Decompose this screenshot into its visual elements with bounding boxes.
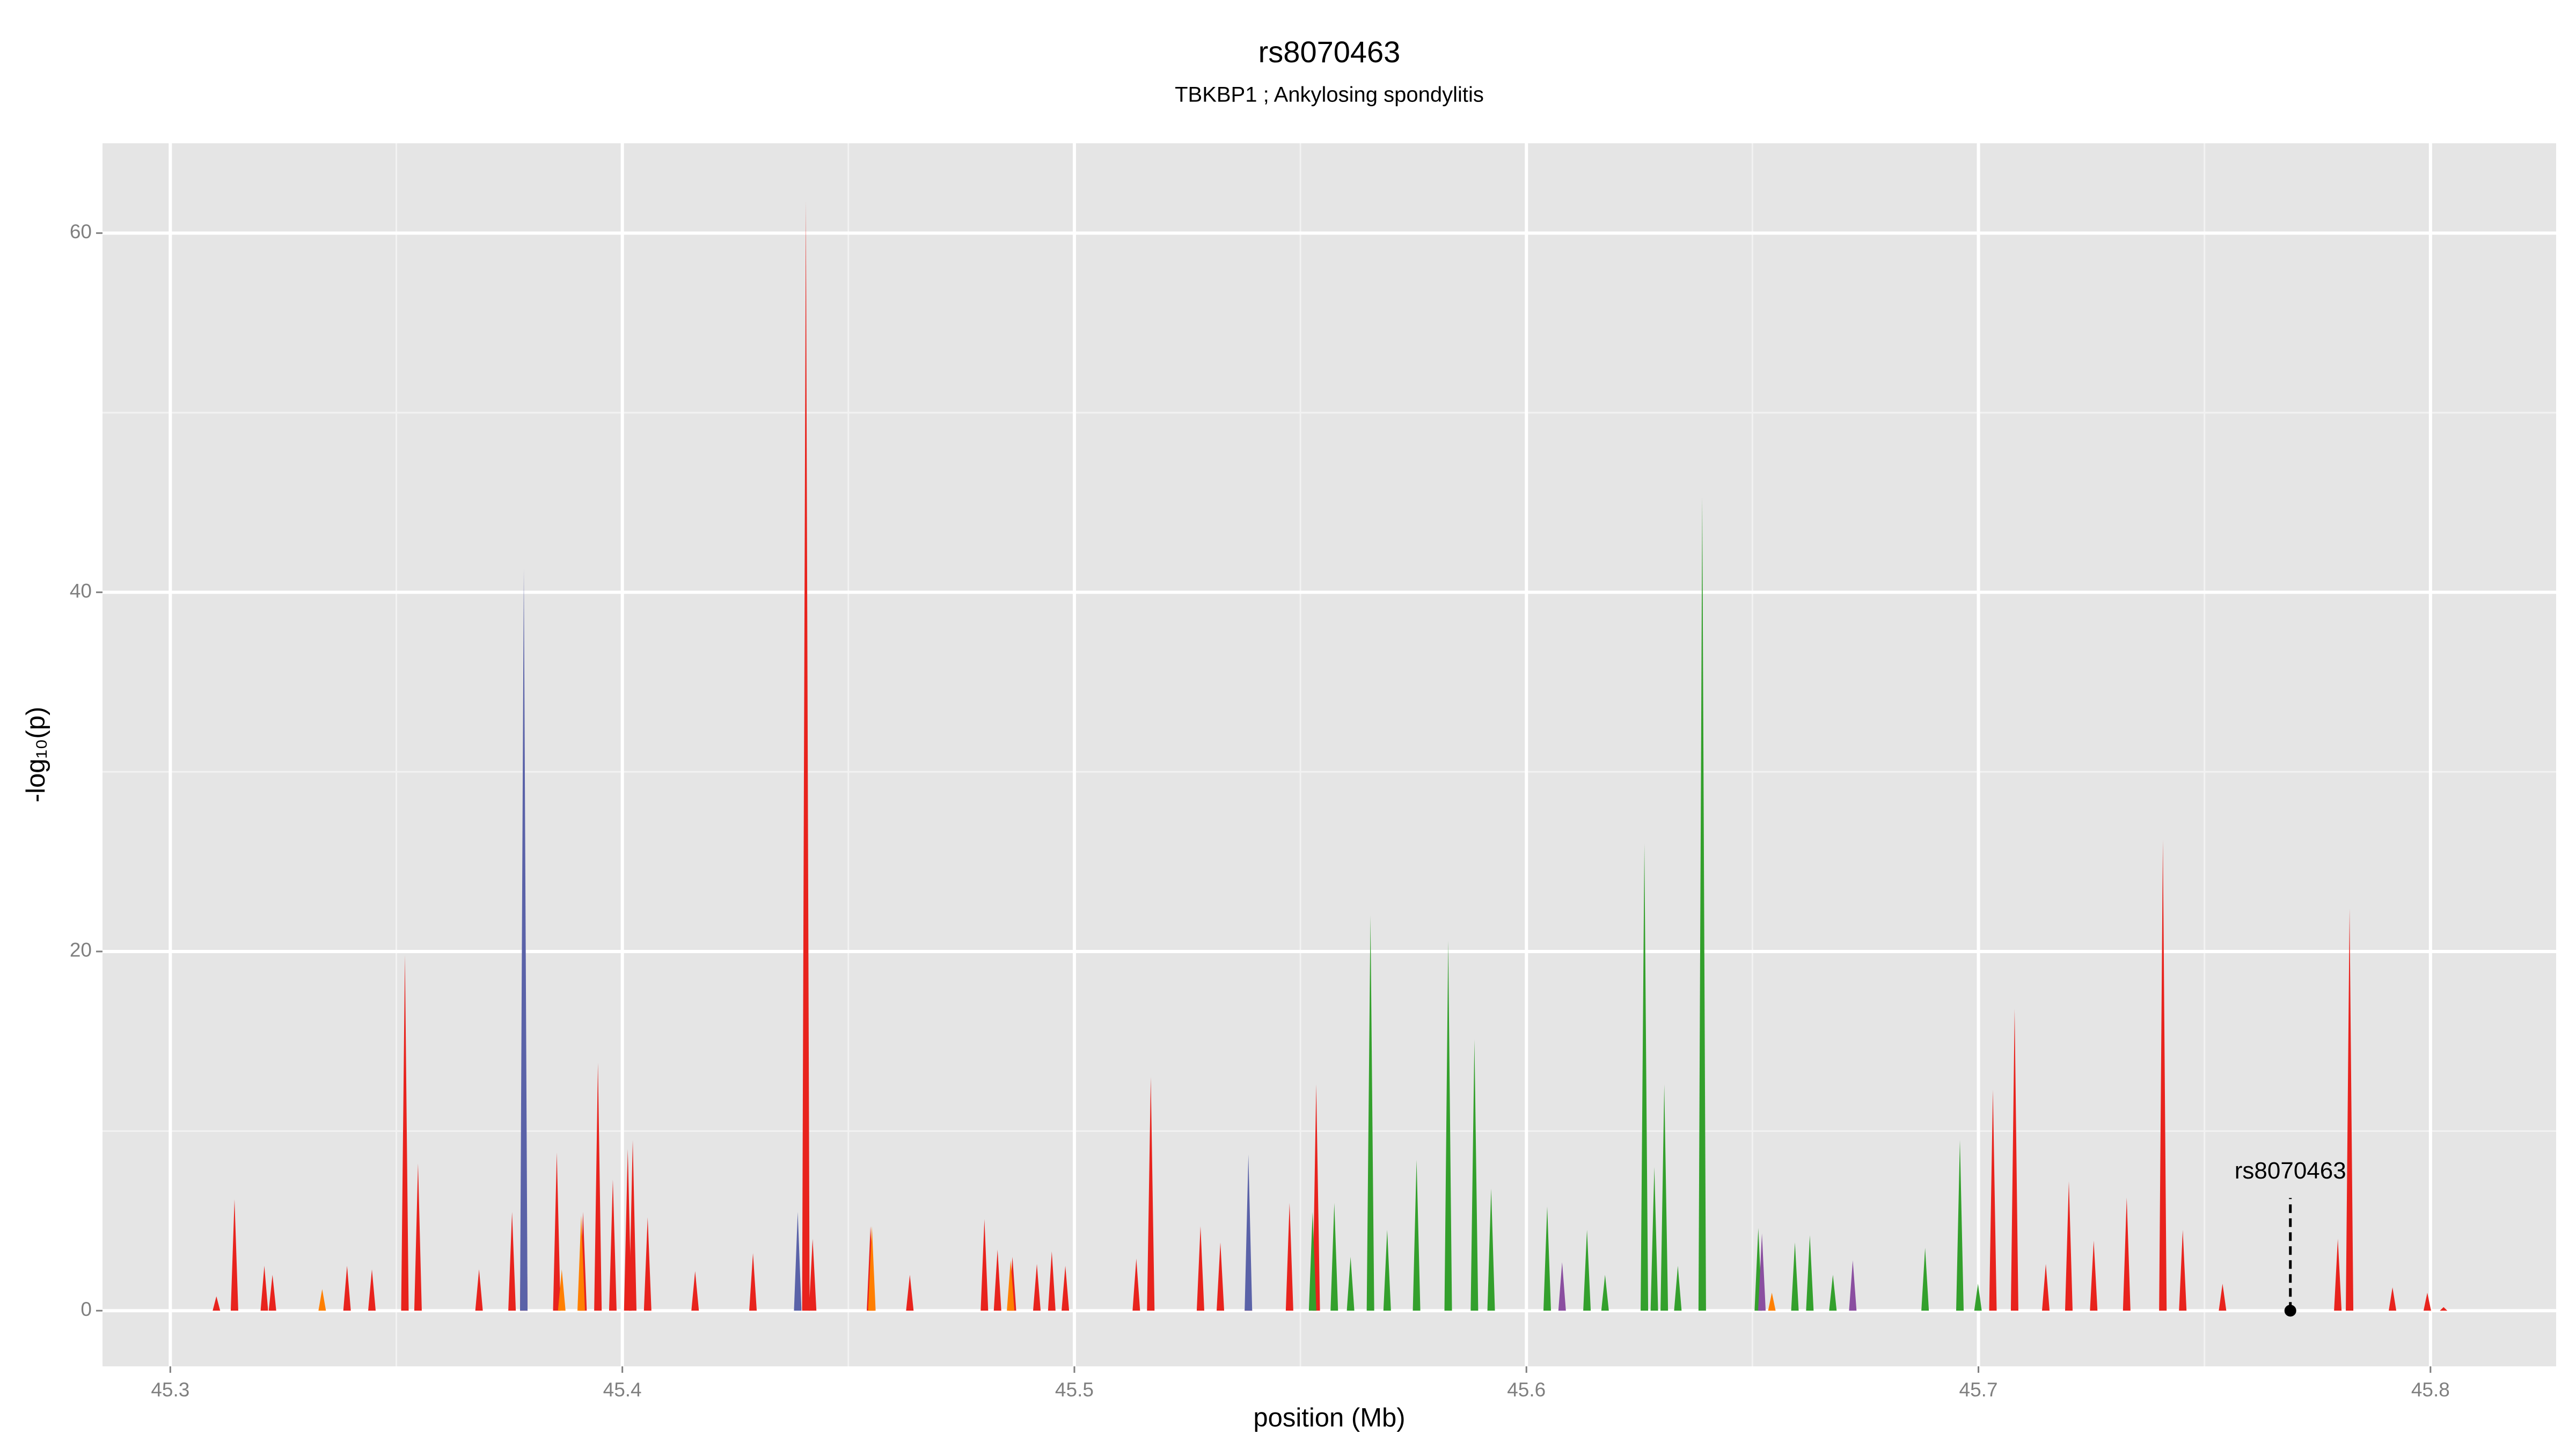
spike <box>2010 1009 2018 1311</box>
spike <box>643 1217 652 1311</box>
spike <box>1132 1258 1140 1311</box>
spike <box>1217 1242 1225 1311</box>
spike <box>1660 1084 1668 1311</box>
x-tick-label: 45.5 <box>1055 1379 1094 1401</box>
spike <box>2219 1284 2227 1311</box>
spike <box>906 1275 914 1311</box>
spike <box>609 1179 617 1311</box>
y-tick-label: 20 <box>70 939 92 961</box>
x-tick-label: 45.3 <box>151 1379 189 1401</box>
spike <box>1558 1262 1566 1311</box>
spike <box>1196 1226 1204 1311</box>
spike <box>1698 497 1706 1311</box>
spike <box>1330 1203 1338 1311</box>
spike <box>268 1275 276 1311</box>
spike <box>260 1265 268 1311</box>
spike <box>1048 1251 1056 1311</box>
spike <box>1285 1203 1293 1311</box>
spike <box>749 1253 757 1311</box>
spike <box>1583 1230 1591 1311</box>
spike <box>1921 1248 1929 1311</box>
spike <box>1849 1260 1857 1311</box>
x-tick-label: 45.8 <box>2411 1379 2450 1401</box>
spike <box>1989 1089 1997 1311</box>
spike <box>1601 1275 1609 1311</box>
spike <box>691 1271 699 1311</box>
spike <box>1768 1292 1776 1311</box>
spike <box>1806 1235 1814 1311</box>
spike <box>318 1289 326 1311</box>
spike <box>1758 1233 1766 1311</box>
spike <box>414 1163 422 1311</box>
spike <box>594 1063 602 1311</box>
spike <box>1366 916 1374 1311</box>
spike <box>1308 1212 1316 1311</box>
spike <box>624 1149 632 1311</box>
spike <box>213 1296 221 1311</box>
spike <box>1062 1265 1070 1311</box>
spike <box>2090 1240 2098 1311</box>
spike <box>2042 1264 2050 1311</box>
spike <box>2065 1181 2073 1311</box>
spike <box>1312 1084 1320 1311</box>
annotation-label: rs8070463 <box>2235 1158 2346 1184</box>
spike <box>1829 1275 1837 1311</box>
spike <box>1245 1154 1253 1311</box>
plot-panel <box>103 143 2556 1366</box>
spike <box>553 1152 561 1311</box>
spike <box>2123 1197 2131 1311</box>
spike <box>1641 844 1649 1311</box>
spike <box>629 1140 637 1311</box>
spike <box>868 1226 876 1311</box>
spike <box>2334 1239 2342 1311</box>
spike <box>1674 1265 1682 1311</box>
spike <box>577 1215 585 1311</box>
spike <box>1487 1188 1495 1311</box>
x-axis-label: position (Mb) <box>1253 1403 1405 1432</box>
spike <box>993 1249 1001 1311</box>
spike <box>809 1239 817 1311</box>
spike <box>2159 840 2167 1311</box>
spike <box>1791 1242 1799 1311</box>
x-tick-label: 45.4 <box>603 1379 642 1401</box>
spike <box>802 201 810 1311</box>
spike <box>2389 1287 2397 1311</box>
y-tick-label: 0 <box>80 1298 92 1320</box>
spike <box>1147 1077 1155 1311</box>
x-tick-label: 45.7 <box>1959 1379 1998 1401</box>
spike <box>230 1199 238 1311</box>
spike <box>1444 940 1452 1311</box>
spike <box>1470 1039 1479 1311</box>
spike <box>343 1265 351 1311</box>
spike <box>1650 1167 1658 1311</box>
spike <box>794 1212 802 1311</box>
spike <box>1007 1260 1015 1311</box>
spike <box>1543 1206 1551 1311</box>
spike <box>1383 1230 1391 1311</box>
spike <box>1974 1284 1982 1311</box>
spike <box>401 955 409 1311</box>
chart-subtitle: TBKBP1 ; Ankylosing spondylitis <box>1175 83 1484 107</box>
chart-title: rs8070463 <box>1258 35 1401 69</box>
spike <box>2346 908 2354 1311</box>
spike <box>558 1269 566 1311</box>
y-axis-label: -log₁₀(p) <box>21 707 50 802</box>
x-tick-label: 45.6 <box>1507 1379 1546 1401</box>
spike <box>2440 1307 2448 1311</box>
spike <box>1413 1160 1421 1311</box>
spike <box>1346 1256 1355 1311</box>
annotation-point <box>2284 1305 2296 1317</box>
y-tick-label: 60 <box>70 221 92 243</box>
spike <box>520 569 528 1311</box>
spike <box>475 1269 483 1311</box>
spike <box>980 1219 989 1311</box>
spike <box>368 1269 376 1311</box>
spike <box>508 1212 516 1311</box>
spike <box>1956 1140 1964 1311</box>
spike <box>1033 1264 1041 1311</box>
y-tick-label: 40 <box>70 580 92 602</box>
spike <box>2423 1292 2431 1311</box>
spike <box>2179 1230 2187 1311</box>
